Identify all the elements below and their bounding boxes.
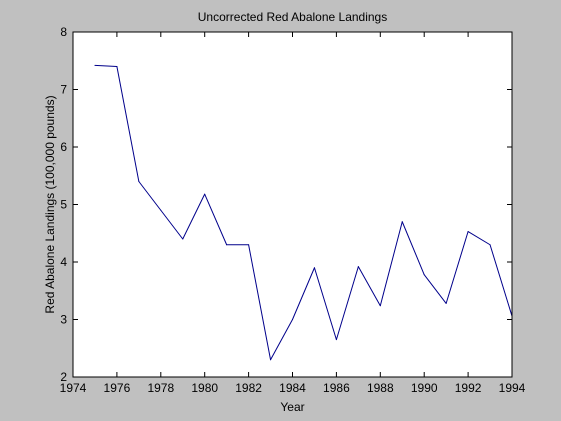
series-line-segment xyxy=(489,244,513,317)
series-line-segment xyxy=(116,66,140,182)
x-tick-label: 1984 xyxy=(279,381,306,395)
chart-title: Uncorrected Red Abalone Landings xyxy=(198,10,387,24)
x-tick-label: 1976 xyxy=(104,381,131,395)
y-tick-label: 4 xyxy=(60,255,67,269)
y-tick-label: 6 xyxy=(60,140,67,154)
y-tick-label: 7 xyxy=(60,83,67,97)
series-line-segment xyxy=(138,181,162,211)
plot-area xyxy=(73,32,512,377)
x-tick-label: 1994 xyxy=(499,381,526,395)
x-tick-label: 1986 xyxy=(323,381,350,395)
series-line-segment xyxy=(379,221,403,307)
x-tick-label: 1980 xyxy=(191,381,218,395)
series-line-segment xyxy=(248,244,272,361)
series-line-segment xyxy=(160,209,184,240)
series-line-segment xyxy=(423,274,447,304)
series-layer xyxy=(94,64,513,361)
y-tick-label: 5 xyxy=(60,198,67,212)
ticks-layer: 1974 1976 1978 1980 1982 1984 1986 1988 1990 1992… xyxy=(60,25,526,395)
series-line-segment xyxy=(401,221,425,276)
series-line-segment xyxy=(467,231,491,246)
y-tick-label: 2 xyxy=(60,370,67,384)
plot-frame xyxy=(72,31,513,378)
x-tick-label: 1988 xyxy=(367,381,394,395)
series-line-segment xyxy=(270,319,293,361)
series-line-segment xyxy=(313,267,337,341)
series-line-segment xyxy=(94,64,118,67)
series-line-segment xyxy=(357,266,381,307)
x-tick-label: 1978 xyxy=(147,381,174,395)
series-line-segment xyxy=(204,193,228,246)
y-tick-label: 8 xyxy=(60,25,67,39)
series-line-segment xyxy=(292,267,315,320)
series-line-segment xyxy=(335,266,359,341)
x-tick-label: 1990 xyxy=(411,381,438,395)
x-tick-label: 1982 xyxy=(235,381,262,395)
x-axis-label: Year xyxy=(280,400,304,414)
series-line-segment xyxy=(445,231,469,304)
y-tick-label: 3 xyxy=(60,313,67,327)
x-tick-label: 1992 xyxy=(455,381,482,395)
series-line-segment xyxy=(182,193,206,240)
y-axis-label: Red Abalone Landings (100,000 pounds) xyxy=(43,95,57,313)
x-tick-label: 1974 xyxy=(60,381,87,395)
